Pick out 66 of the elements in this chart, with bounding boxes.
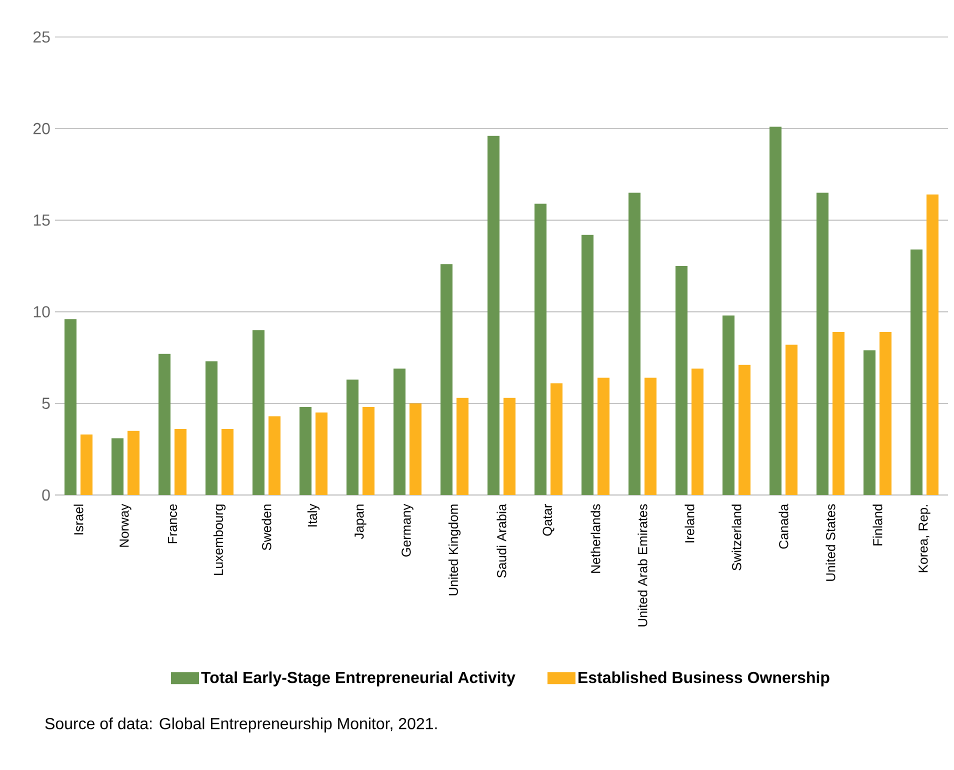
x-tick-label: Switzerland xyxy=(732,504,742,570)
bar xyxy=(816,192,828,495)
legend-label: Established Business Ownership xyxy=(578,671,830,686)
bar xyxy=(440,264,453,495)
x-tick-label: Germany xyxy=(402,504,414,557)
bar xyxy=(692,368,704,495)
bar xyxy=(252,330,265,495)
bar xyxy=(316,412,328,495)
bar xyxy=(738,364,751,495)
bar xyxy=(864,350,876,495)
bar xyxy=(488,136,500,495)
y-tick-label: 10 xyxy=(34,306,50,318)
bar xyxy=(222,429,234,495)
x-tick-label: Japan xyxy=(354,504,366,540)
x-tick-label: United Arab Emirates xyxy=(638,504,648,626)
bar xyxy=(832,332,845,495)
bar xyxy=(362,407,375,495)
x-tick-label: Canada xyxy=(778,504,788,549)
source-note: Source of data: Global Entrepreneurship Monitor, 2021. xyxy=(45,718,437,732)
bar xyxy=(550,383,563,495)
bar xyxy=(206,361,218,495)
bar xyxy=(128,430,140,495)
x-tick-label: France xyxy=(168,504,178,544)
bar xyxy=(504,398,516,495)
bar xyxy=(456,398,468,495)
bar xyxy=(534,204,547,495)
bar xyxy=(174,429,187,495)
x-tick-label: Netherlands xyxy=(590,504,600,573)
x-tick-label: Sweden xyxy=(262,504,272,550)
x-tick-label: Norway xyxy=(120,504,132,547)
bar xyxy=(268,416,281,495)
bar xyxy=(346,380,359,495)
bar xyxy=(676,266,688,495)
bar xyxy=(598,378,610,495)
bar xyxy=(158,354,171,495)
bar xyxy=(582,234,594,495)
bar xyxy=(64,319,77,495)
x-tick-label: United Kingdom xyxy=(448,504,461,596)
x-tick-label: Luxembourg xyxy=(213,504,226,575)
y-tick-label: 15 xyxy=(34,214,50,226)
y-tick-label: 5 xyxy=(42,398,50,409)
legend-label: Total Early-Stage Entrepreneurial Activity xyxy=(201,671,516,686)
bar xyxy=(112,438,124,495)
bar xyxy=(722,315,735,495)
bar xyxy=(644,378,656,495)
bar xyxy=(80,434,93,495)
bar xyxy=(770,126,782,495)
x-tick-label: Qatar xyxy=(542,504,554,536)
x-tick-label: Finland xyxy=(872,504,882,546)
x-tick-label: United States xyxy=(826,504,836,581)
x-tick-label: Israel xyxy=(74,504,84,534)
bar xyxy=(300,407,312,495)
bar xyxy=(880,332,892,495)
y-tick-label: 20 xyxy=(33,122,50,134)
bar xyxy=(910,250,923,495)
bar xyxy=(394,368,406,495)
x-tick-label: Korea, Rep. xyxy=(918,504,930,572)
y-tick-label: 0 xyxy=(42,489,50,501)
x-tick-label: Saudi Arabia xyxy=(496,504,506,578)
bar xyxy=(410,403,422,495)
bar xyxy=(628,192,640,495)
bar xyxy=(786,344,798,495)
x-tick-label: Italy xyxy=(307,504,320,526)
y-tick-label: 25 xyxy=(33,31,50,43)
x-tick-label: Ireland xyxy=(684,504,694,542)
bar xyxy=(926,194,938,495)
